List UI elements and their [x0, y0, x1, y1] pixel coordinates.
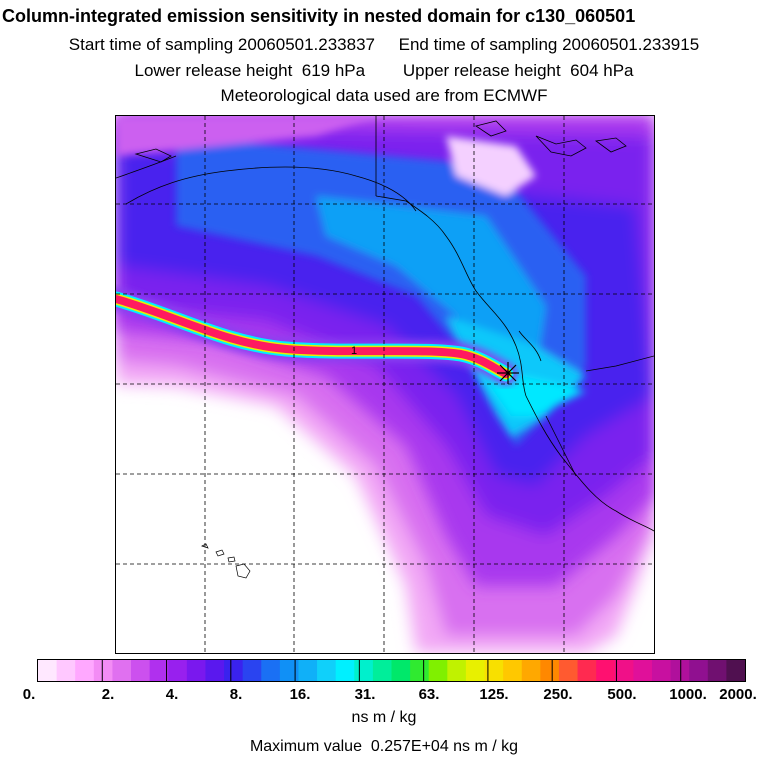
- colorbar-swatch: [38, 660, 58, 681]
- coastline: [116, 116, 654, 532]
- tick-label: 4.: [165, 686, 179, 703]
- release-heights: Lower release height 619 hPa Upper relea…: [134, 61, 634, 80]
- colorbar-swatch: [112, 660, 132, 681]
- colorbar-swatch: [484, 660, 504, 681]
- lat-lon-grid: [116, 116, 654, 653]
- tick-label: 2.: [101, 686, 115, 703]
- colorbar-swatch: [149, 660, 169, 681]
- tick-label: 500.: [607, 686, 637, 703]
- colorbar-swatch: [558, 660, 579, 681]
- colorbar-swatch: [335, 660, 355, 681]
- colorbar-swatch: [465, 660, 486, 681]
- colorbar-swatch: [372, 660, 392, 681]
- colorbar-swatch: [428, 660, 448, 681]
- colorbar-units: ns m / kg: [351, 709, 417, 726]
- hawaii-islands: [201, 543, 251, 579]
- tick-label: 1000.: [669, 686, 707, 703]
- plot-title: Column-integrated emission sensitivity i…: [2, 6, 636, 26]
- colorbar-swatch: [242, 660, 262, 681]
- colorbar-swatch: [577, 660, 597, 681]
- tick-label: 16.: [289, 686, 311, 703]
- tick-label: 2000.: [719, 686, 757, 703]
- tick-label: 125.: [479, 686, 509, 703]
- colorbar-swatch: [689, 660, 709, 681]
- colorbar-swatch: [317, 660, 337, 681]
- sensitivity-map: 1: [115, 115, 655, 654]
- colorbar-swatch: [521, 660, 541, 681]
- colorbar-swatch: [633, 660, 653, 681]
- colorbar-swatch: [726, 660, 745, 681]
- colorbar-swatch: [186, 660, 206, 681]
- source-label: 1: [351, 345, 357, 357]
- release-point-marker: [497, 362, 519, 384]
- colorbar-swatch: [279, 660, 299, 681]
- sampling-times: Start time of sampling 20060501.233837 E…: [68, 35, 700, 54]
- color-scale-bar: [37, 659, 746, 682]
- colorbar-swatch: [168, 660, 188, 681]
- colorbar-swatch: [261, 660, 281, 681]
- colorbar-swatch: [540, 660, 560, 681]
- colorbar-swatch: [75, 660, 95, 681]
- colorbar-swatch: [298, 660, 318, 681]
- colorbar-swatch: [670, 660, 690, 681]
- colorbar-swatch: [503, 660, 523, 681]
- colorbar-swatch: [131, 660, 151, 681]
- colorbar-swatch: [93, 660, 113, 681]
- met-data-source: Meteorological data used are from ECMWF: [220, 86, 548, 105]
- tick-label: 0.: [22, 686, 36, 703]
- colorbar-swatch: [410, 660, 430, 681]
- colorbar-swatch: [354, 660, 374, 681]
- colorbar-swatch: [391, 660, 411, 681]
- colorbar-swatch: [56, 660, 76, 681]
- colorbar-swatch: [707, 660, 727, 681]
- colorbar-swatch: [224, 660, 244, 681]
- tick-label: 31.: [354, 686, 376, 703]
- colorbar-swatch: [205, 660, 225, 681]
- colorbar-swatch: [447, 660, 467, 681]
- maximum-value-note: Maximum value 0.257E+04 ns m / kg: [249, 738, 519, 755]
- tick-label: 250.: [543, 686, 573, 703]
- high-sensitivity-track: [116, 288, 517, 385]
- colorbar-swatch: [651, 660, 672, 681]
- colorbar-swatch: [596, 660, 616, 681]
- colorbar-swatch: [614, 660, 634, 681]
- tick-label: 63.: [418, 686, 440, 703]
- tick-label: 8.: [229, 686, 243, 703]
